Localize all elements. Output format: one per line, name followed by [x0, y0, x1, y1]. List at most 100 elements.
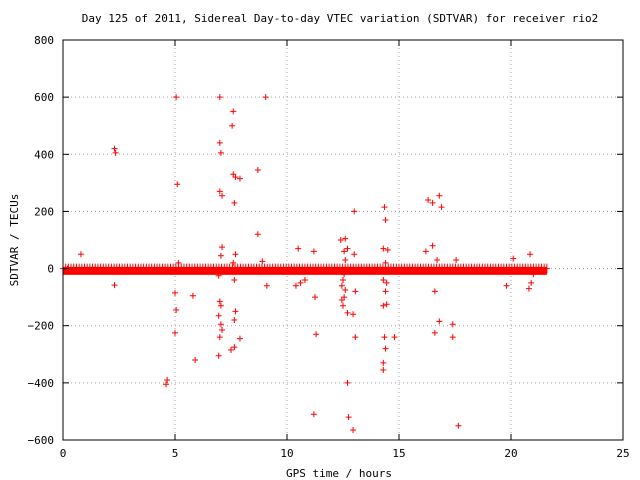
- x-tick-label: 20: [504, 447, 517, 460]
- data-point: [352, 288, 359, 295]
- data-point: [341, 271, 348, 278]
- data-point: [337, 237, 344, 243]
- data-point: [301, 277, 308, 283]
- data-point: [172, 329, 178, 336]
- data-point: [431, 329, 438, 336]
- data-point: [312, 294, 318, 301]
- data-point: [382, 345, 389, 352]
- y-tick-label: −600: [28, 434, 55, 447]
- data-point: [436, 318, 443, 325]
- data-point: [436, 192, 443, 199]
- data-point: [292, 282, 299, 289]
- y-tick-label: 400: [34, 148, 54, 161]
- data-point: [313, 331, 320, 338]
- x-tick-label: 25: [616, 447, 629, 460]
- data-point: [231, 344, 238, 351]
- data-point: [391, 334, 398, 341]
- x-tick-labels: 0 5 10 15 20 25: [60, 447, 630, 460]
- data-point: [341, 248, 348, 255]
- data-point: [230, 259, 237, 266]
- data-points: [64, 94, 537, 433]
- data-point: [111, 282, 118, 289]
- data-point: [449, 321, 456, 328]
- data-point: [216, 139, 223, 146]
- data-point: [429, 242, 436, 249]
- data-point: [172, 289, 178, 296]
- data-point: [434, 257, 441, 263]
- data-point: [344, 245, 351, 252]
- data-point: [338, 297, 345, 303]
- data-point: [174, 181, 181, 188]
- data-point: [344, 309, 351, 316]
- data-point: [228, 347, 234, 353]
- data-point: [350, 427, 357, 433]
- x-tick-label: 15: [392, 447, 405, 460]
- data-point: [173, 307, 180, 313]
- data-point: [382, 288, 389, 295]
- data-point: [192, 357, 199, 363]
- data-point: [215, 272, 222, 279]
- data-point: [216, 188, 223, 195]
- data-point: [216, 94, 223, 101]
- data-point: [236, 175, 243, 182]
- data-point: [338, 282, 345, 289]
- data-point: [217, 252, 224, 259]
- data-point: [262, 94, 269, 101]
- data-point: [217, 149, 224, 156]
- band-marker: [543, 263, 550, 274]
- plot-frame: [62, 39, 624, 441]
- y-axis-label: SDTVAR / TECUs: [8, 194, 21, 287]
- data-point: [232, 174, 239, 181]
- data-point: [351, 251, 358, 258]
- data-point: [342, 257, 349, 263]
- data-point: [384, 247, 391, 253]
- data-point: [380, 245, 387, 252]
- data-point: [455, 422, 462, 429]
- data-point: [381, 334, 388, 341]
- data-point: [219, 192, 226, 199]
- data-point: [215, 352, 222, 359]
- data-point: [173, 94, 180, 101]
- data-point: [345, 414, 352, 421]
- data-point: [438, 204, 445, 211]
- x-tick-label: 5: [172, 447, 179, 460]
- data-point: [217, 321, 224, 328]
- data-point: [351, 208, 358, 215]
- y-tick-label: −200: [28, 320, 55, 333]
- data-point: [231, 199, 238, 206]
- data-point: [216, 298, 223, 305]
- data-point: [229, 122, 236, 129]
- y-tick-label: 0: [47, 263, 54, 276]
- data-point: [527, 251, 534, 258]
- y-tick-label: −400: [28, 377, 55, 390]
- data-point: [342, 235, 349, 242]
- data-point: [215, 312, 222, 319]
- data-point: [383, 279, 390, 286]
- data-point: [164, 377, 171, 383]
- data-point: [380, 367, 387, 373]
- data-point: [431, 288, 438, 295]
- data-point: [254, 167, 261, 173]
- data-point: [232, 251, 239, 258]
- data-point: [340, 302, 346, 309]
- data-point: [342, 287, 349, 293]
- data-point: [112, 149, 119, 156]
- y-tick-labels: −600 −400 −200 0 200 400 600 800: [28, 34, 55, 447]
- data-point: [429, 199, 436, 206]
- data-point: [230, 108, 237, 115]
- data-point: [310, 411, 317, 418]
- y-tick-label: 200: [34, 205, 54, 218]
- data-point: [382, 217, 389, 223]
- data-point: [381, 204, 388, 211]
- axis-ticks: [62, 39, 624, 441]
- data-point: [297, 279, 304, 286]
- x-axis-label: GPS time / hours: [286, 467, 392, 480]
- data-point: [453, 257, 460, 263]
- data-point: [382, 259, 389, 266]
- data-point: [231, 317, 238, 323]
- data-point: [259, 258, 266, 265]
- data-point: [310, 248, 317, 255]
- data-point: [383, 301, 390, 308]
- y-tick-label: 800: [34, 34, 54, 47]
